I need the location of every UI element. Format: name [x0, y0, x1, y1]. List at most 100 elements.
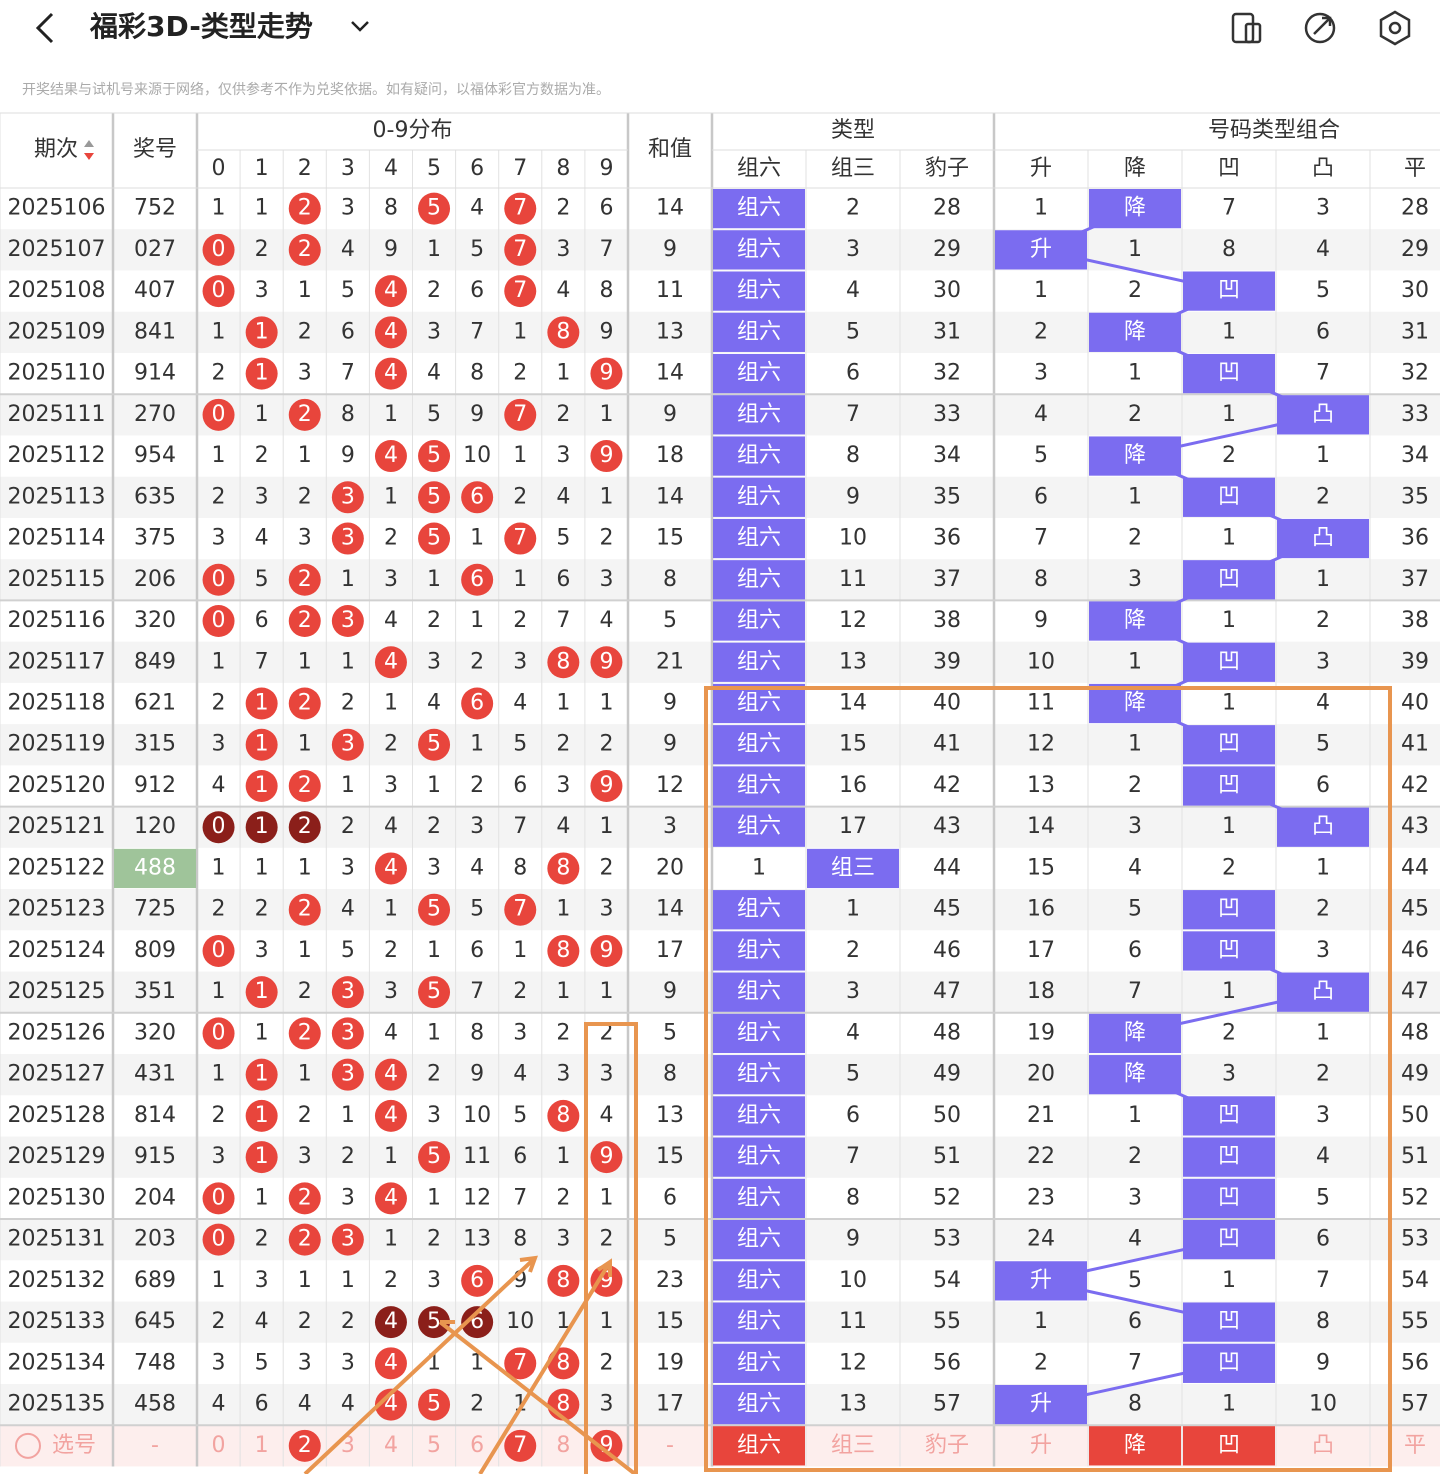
shape-miss: 7	[1034, 526, 1048, 551]
select-digit[interactable]: 7	[513, 1433, 527, 1458]
select-type[interactable]: 组六	[737, 1433, 781, 1458]
miss-count: 5	[255, 567, 269, 592]
type-hit: 组六	[737, 938, 781, 963]
ball-digit: 3	[341, 732, 355, 757]
select-digit[interactable]: 5	[427, 1433, 441, 1458]
highlight-cell	[713, 436, 805, 476]
icon-share[interactable]	[1304, 12, 1336, 44]
sum: 5	[663, 1020, 677, 1045]
select-digit[interactable]: 0	[212, 1433, 226, 1458]
ball-digit: 0	[212, 278, 226, 303]
select-shape[interactable]: 凸	[1312, 1433, 1334, 1458]
miss-count: 13	[463, 1227, 491, 1252]
select-digit[interactable]: 8	[556, 1433, 570, 1458]
ball-digit: 7	[513, 196, 527, 221]
type-miss: 2	[846, 196, 860, 221]
shape-hit: 升	[1030, 237, 1052, 262]
ball	[504, 893, 537, 926]
shape-miss: 3	[1316, 1103, 1330, 1128]
miss-count: 7	[470, 979, 484, 1004]
ball-digit: 8	[556, 1103, 570, 1128]
shape-hit: 降	[1124, 608, 1146, 633]
miss-count: 3	[384, 773, 398, 798]
header-type-col: 组六	[737, 156, 781, 181]
select-digit[interactable]: 2	[298, 1433, 312, 1458]
ball-digit: 7	[513, 526, 527, 551]
ball-digit: 7	[513, 237, 527, 262]
type-miss: 51	[933, 1144, 961, 1169]
miss-count: 3	[298, 1350, 312, 1375]
shape-miss: 1	[1222, 1268, 1236, 1293]
miss-count: 1	[427, 773, 441, 798]
sum: 8	[663, 1062, 677, 1087]
ball-digit: 5	[427, 732, 441, 757]
type-miss: 7	[846, 1144, 860, 1169]
miss-count: 3	[427, 1103, 441, 1128]
miss-count: 1	[341, 1103, 355, 1128]
select-digit[interactable]: 6	[470, 1433, 484, 1458]
select-shape[interactable]: 降	[1124, 1433, 1146, 1458]
highlight-cell	[713, 1261, 805, 1301]
shape-miss: 17	[1027, 938, 1055, 963]
ball-digit: 0	[212, 237, 226, 262]
page-title[interactable]: 福彩3D-类型走势	[89, 10, 313, 43]
type-miss: 11	[839, 567, 867, 592]
select-shape[interactable]: 平	[1404, 1433, 1426, 1458]
ball-digit: 4	[384, 443, 398, 468]
shape-hit: 降	[1124, 1020, 1146, 1045]
ball-digit: 6	[470, 567, 484, 592]
select-shape[interactable]: 凹	[1218, 1433, 1240, 1458]
ball	[547, 1099, 580, 1132]
miss-count: 3	[384, 979, 398, 1004]
shape-miss: 1	[1316, 855, 1330, 880]
icon-phone[interactable]	[1231, 12, 1255, 44]
select-digit[interactable]: 9	[599, 1433, 613, 1458]
ball-digit: 0	[212, 814, 226, 839]
ball-digit: 5	[427, 1392, 441, 1417]
miss-count: 2	[599, 526, 613, 551]
type-miss: 44	[933, 855, 961, 880]
ball	[202, 605, 235, 638]
miss-count: 1	[599, 979, 613, 1004]
back-button[interactable]	[35, 12, 54, 44]
miss-count: 2	[556, 1020, 570, 1045]
select-shape[interactable]: 升	[1030, 1433, 1052, 1458]
ball	[418, 440, 451, 473]
ball	[202, 233, 235, 266]
sum: 13	[656, 1103, 684, 1128]
type-hit: 组六	[737, 1227, 781, 1252]
highlight-cell	[713, 601, 805, 641]
miss-count: 2	[212, 484, 226, 509]
header-digit: 9	[599, 156, 613, 181]
ball-digit: 0	[212, 938, 226, 963]
miss-count: 4	[427, 361, 441, 386]
ball-digit: 7	[513, 278, 527, 303]
select-type[interactable]: 组三	[831, 1433, 875, 1458]
number: 488	[134, 855, 176, 880]
type-miss: 13	[839, 649, 867, 674]
highlight-cell	[1183, 931, 1275, 971]
ball	[590, 769, 623, 802]
select-digit[interactable]: 4	[384, 1433, 398, 1458]
ball	[245, 1141, 278, 1174]
highlight-cell	[713, 312, 805, 352]
shape-hit: 凹	[1218, 649, 1240, 674]
icon-settings[interactable]	[1379, 10, 1411, 46]
miss-count: 9	[341, 443, 355, 468]
type-hit: 组六	[737, 1062, 781, 1087]
miss-count: 1	[599, 402, 613, 427]
issue: 2025112	[8, 443, 106, 468]
miss-count: 1	[384, 691, 398, 716]
ball	[245, 687, 278, 720]
ball-digit: 6	[470, 691, 484, 716]
shape-miss: 56	[1401, 1350, 1429, 1375]
number: 914	[134, 361, 176, 386]
ball	[374, 357, 407, 390]
miss-count: 2	[384, 526, 398, 551]
select-digit[interactable]: 1	[255, 1433, 269, 1458]
shape-miss: 48	[1401, 1020, 1429, 1045]
miss-count: 3	[556, 443, 570, 468]
select-type[interactable]: 豹子	[925, 1433, 969, 1458]
shape-miss: 2	[1128, 402, 1142, 427]
dropdown-icon[interactable]	[351, 21, 369, 32]
